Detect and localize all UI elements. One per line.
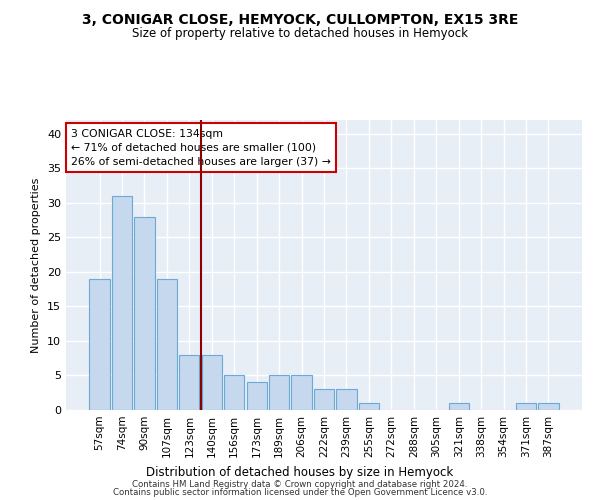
Bar <box>359 403 379 410</box>
Bar <box>314 390 334 410</box>
Text: Size of property relative to detached houses in Hemyock: Size of property relative to detached ho… <box>132 28 468 40</box>
Bar <box>179 355 199 410</box>
Text: Contains public sector information licensed under the Open Government Licence v3: Contains public sector information licen… <box>113 488 487 497</box>
Y-axis label: Number of detached properties: Number of detached properties <box>31 178 41 352</box>
Text: 3 CONIGAR CLOSE: 134sqm
← 71% of detached houses are smaller (100)
26% of semi-d: 3 CONIGAR CLOSE: 134sqm ← 71% of detache… <box>71 128 331 166</box>
Bar <box>202 355 222 410</box>
Bar <box>292 376 311 410</box>
Bar <box>89 279 110 410</box>
Bar <box>134 216 155 410</box>
Bar <box>224 376 244 410</box>
Text: 3, CONIGAR CLOSE, HEMYOCK, CULLOMPTON, EX15 3RE: 3, CONIGAR CLOSE, HEMYOCK, CULLOMPTON, E… <box>82 12 518 26</box>
Bar <box>337 390 356 410</box>
Bar <box>157 279 177 410</box>
Text: Contains HM Land Registry data © Crown copyright and database right 2024.: Contains HM Land Registry data © Crown c… <box>132 480 468 489</box>
Bar <box>538 403 559 410</box>
Bar <box>112 196 132 410</box>
Bar <box>247 382 267 410</box>
Text: Distribution of detached houses by size in Hemyock: Distribution of detached houses by size … <box>146 466 454 479</box>
Bar <box>269 376 289 410</box>
Bar <box>449 403 469 410</box>
Bar <box>516 403 536 410</box>
